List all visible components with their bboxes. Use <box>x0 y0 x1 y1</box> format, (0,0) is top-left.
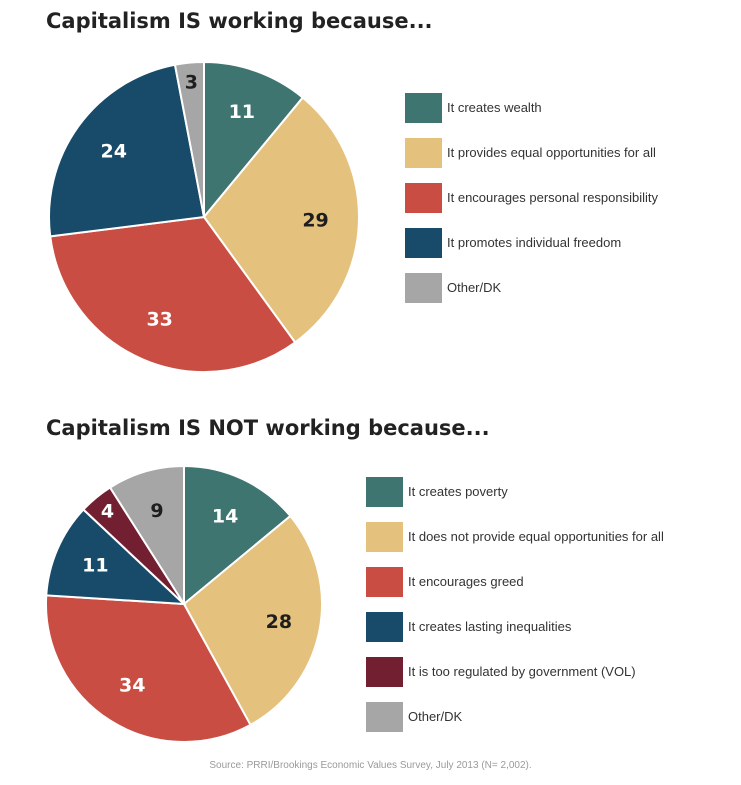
legend-swatch <box>366 657 403 687</box>
legend-item: It encourages personal responsibility <box>405 183 741 213</box>
pie-slice <box>202 96 360 344</box>
legend-swatch <box>405 93 442 123</box>
legend-swatch <box>405 228 442 258</box>
slice-value-label: 11 <box>82 555 108 577</box>
legend-item: It promotes individual freedom <box>405 228 741 258</box>
legend-item: Other/DK <box>405 273 741 303</box>
slice-value-label: 3 <box>185 72 198 94</box>
pie-chart-working: 11 29 33 24 3 <box>48 60 360 373</box>
legend-swatch <box>405 273 442 303</box>
chart-title: Capitalism IS NOT working because... <box>46 416 490 440</box>
source-note: Source: PRRI/Brookings Economic Values S… <box>209 760 532 771</box>
legend-label: It promotes individual freedom <box>447 235 622 250</box>
legend-label: Other/DK <box>447 280 502 295</box>
chart-title: Capitalism IS working because... <box>46 9 433 33</box>
legend-item: It creates poverty <box>366 477 706 507</box>
legend-label: It encourages greed <box>408 574 524 589</box>
legend-label: It is too regulated by government (VOL) <box>408 664 636 679</box>
legend-swatch <box>405 138 442 168</box>
legend-item: It creates lasting inequalities <box>366 612 706 642</box>
legend-swatch <box>405 183 442 213</box>
slice-value-label: 34 <box>119 675 145 697</box>
legend-swatch <box>366 702 403 732</box>
legend-item: Other/DK <box>366 702 706 732</box>
slice-value-label: 24 <box>100 140 126 162</box>
legend-item: It provides equal opportunities for all <box>405 138 741 168</box>
pie-slice <box>203 60 305 220</box>
legend-swatch <box>366 612 403 642</box>
legend-label: It does not provide equal opportunities … <box>408 529 664 544</box>
legend-swatch <box>366 477 403 507</box>
slice-value-label: 9 <box>150 500 163 522</box>
slice-value-label: 14 <box>212 506 238 528</box>
slice-value-label: 29 <box>302 210 328 232</box>
pie-slice <box>182 514 323 727</box>
legend-item: It is too regulated by government (VOL) <box>366 657 706 687</box>
pie-slice <box>45 594 252 743</box>
legend-swatch <box>366 522 403 552</box>
legend-label: It creates poverty <box>408 484 508 499</box>
pie-slice <box>173 60 205 218</box>
pie-slice <box>49 215 297 373</box>
slice-value-label: 33 <box>146 308 172 330</box>
pie-slice <box>183 464 292 607</box>
legend-label: Other/DK <box>408 709 463 724</box>
pie-slice <box>108 464 185 608</box>
slice-value-label: 11 <box>229 101 255 123</box>
pie-chart-not-working: 14 28 34 11 4 9 <box>45 464 323 743</box>
legend-item: It does not provide equal opportunities … <box>366 522 706 552</box>
pie-slice <box>48 63 206 238</box>
legend-item: It encourages greed <box>366 567 706 597</box>
legend-label: It creates wealth <box>447 100 542 115</box>
pie-slice <box>45 508 187 606</box>
legend-swatch <box>366 567 403 597</box>
slice-value-label: 4 <box>101 500 114 522</box>
legend-item: It creates wealth <box>405 93 741 123</box>
legend-label: It provides equal opportunities for all <box>447 145 656 160</box>
legend-label: It encourages personal responsibility <box>447 190 659 205</box>
slice-value-label: 28 <box>266 611 292 633</box>
legend-label: It creates lasting inequalities <box>408 619 572 634</box>
